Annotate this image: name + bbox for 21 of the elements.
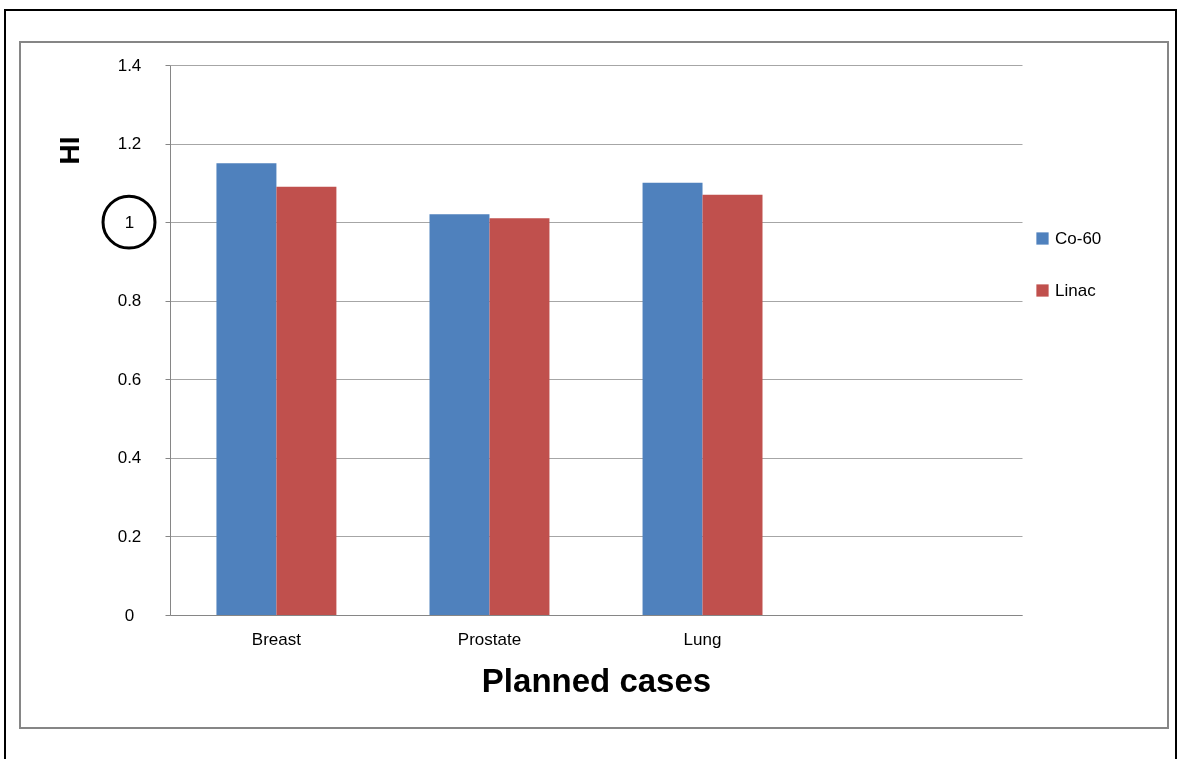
bar bbox=[216, 163, 277, 615]
legend-label: Linac bbox=[1055, 280, 1097, 300]
y-tick-label: 0.2 bbox=[117, 526, 142, 546]
y-tick-label: 0.4 bbox=[117, 448, 142, 468]
y-tick-label: 1.2 bbox=[117, 134, 142, 154]
x-tick-label: Breast bbox=[251, 629, 302, 649]
y-axis-title: HI bbox=[53, 136, 85, 165]
y-tick-label: 0.8 bbox=[117, 291, 142, 311]
bar bbox=[702, 194, 763, 615]
y-tick-label: 0 bbox=[124, 605, 135, 625]
bar bbox=[642, 182, 703, 615]
y-tick-label: 1.4 bbox=[117, 55, 142, 75]
y-tick-label: 0.6 bbox=[117, 369, 142, 389]
bar bbox=[489, 218, 550, 615]
x-tick-label: Lung bbox=[683, 629, 722, 649]
y-tick-label: 1 bbox=[124, 212, 135, 232]
bar bbox=[276, 186, 337, 615]
bar bbox=[429, 214, 490, 615]
legend-label: Co-60 bbox=[1055, 228, 1102, 248]
x-axis-title: Planned cases bbox=[481, 661, 712, 699]
x-tick-label: Prostate bbox=[457, 629, 522, 649]
